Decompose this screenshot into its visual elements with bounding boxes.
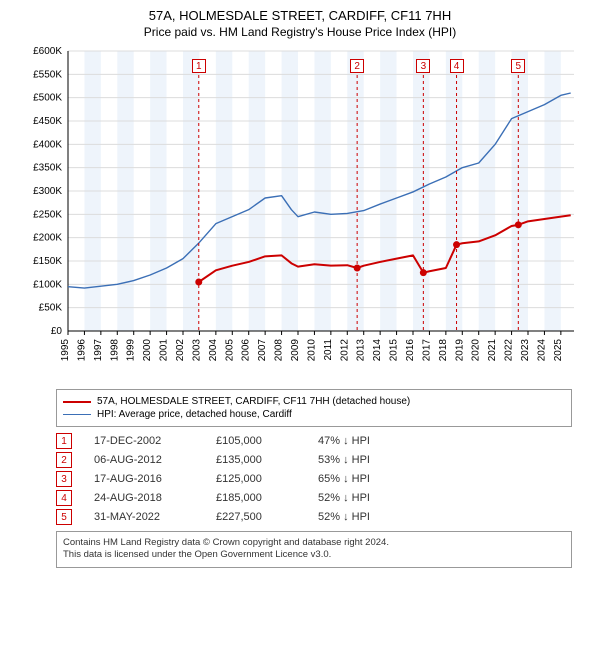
svg-text:2024: 2024 <box>536 339 547 362</box>
title-block: 57A, HOLMESDALE STREET, CARDIFF, CF11 7H… <box>8 8 592 39</box>
svg-text:2007: 2007 <box>257 339 268 362</box>
svg-text:2006: 2006 <box>241 339 252 362</box>
svg-text:2012: 2012 <box>339 339 350 362</box>
transaction-number: 1 <box>56 433 72 449</box>
legend-item: HPI: Average price, detached house, Card… <box>63 409 565 420</box>
footer-line-2: This data is licensed under the Open Gov… <box>63 549 565 561</box>
transaction-date: 06-AUG-2012 <box>94 454 194 466</box>
svg-text:£250K: £250K <box>33 209 62 220</box>
transaction-price: £227,500 <box>216 511 296 523</box>
transaction-hpi: 53% ↓ HPI <box>318 454 408 466</box>
transaction-row: 1 17-DEC-2002 £105,000 47% ↓ HPI <box>56 433 572 449</box>
title-main: 57A, HOLMESDALE STREET, CARDIFF, CF11 7H… <box>8 8 592 23</box>
svg-text:2015: 2015 <box>389 339 400 362</box>
svg-text:£150K: £150K <box>33 256 62 267</box>
transaction-price: £125,000 <box>216 473 296 485</box>
svg-text:2025: 2025 <box>553 339 564 362</box>
svg-text:2008: 2008 <box>274 339 285 362</box>
svg-text:2011: 2011 <box>323 339 334 361</box>
svg-text:£0: £0 <box>51 326 63 337</box>
transaction-number: 2 <box>56 452 72 468</box>
svg-text:1999: 1999 <box>126 339 137 362</box>
svg-text:2003: 2003 <box>191 339 202 362</box>
transaction-date: 31-MAY-2022 <box>94 511 194 523</box>
svg-text:£350K: £350K <box>33 163 62 174</box>
svg-text:2013: 2013 <box>356 339 367 362</box>
svg-text:£550K: £550K <box>33 69 62 80</box>
transaction-price: £185,000 <box>216 492 296 504</box>
svg-text:2010: 2010 <box>306 339 317 362</box>
svg-text:2020: 2020 <box>471 339 482 362</box>
svg-text:1996: 1996 <box>76 339 87 362</box>
footer: Contains HM Land Registry data © Crown c… <box>56 531 572 568</box>
transaction-price: £135,000 <box>216 454 296 466</box>
transaction-hpi: 52% ↓ HPI <box>318 511 408 523</box>
svg-text:£600K: £600K <box>33 46 62 57</box>
svg-text:2019: 2019 <box>454 339 465 362</box>
svg-text:2005: 2005 <box>224 339 235 362</box>
svg-text:1995: 1995 <box>60 339 71 362</box>
svg-text:2022: 2022 <box>504 339 515 362</box>
svg-text:1997: 1997 <box>93 339 104 362</box>
svg-text:2018: 2018 <box>438 339 449 362</box>
svg-text:2016: 2016 <box>405 339 416 362</box>
svg-text:2009: 2009 <box>290 339 301 362</box>
transaction-hpi: 47% ↓ HPI <box>318 435 408 447</box>
svg-text:£500K: £500K <box>33 93 62 104</box>
transaction-number: 3 <box>56 471 72 487</box>
transaction-row: 2 06-AUG-2012 £135,000 53% ↓ HPI <box>56 452 572 468</box>
svg-text:£100K: £100K <box>33 279 62 290</box>
svg-text:£300K: £300K <box>33 186 62 197</box>
svg-text:£200K: £200K <box>33 233 62 244</box>
legend-swatch <box>63 401 91 403</box>
svg-text:£450K: £450K <box>33 116 62 127</box>
legend-item: 57A, HOLMESDALE STREET, CARDIFF, CF11 7H… <box>63 396 565 407</box>
svg-text:2021: 2021 <box>487 339 498 362</box>
sale-marker-2: 2 <box>350 59 364 73</box>
svg-text:2023: 2023 <box>520 339 531 362</box>
svg-text:£50K: £50K <box>39 303 63 314</box>
transaction-hpi: 52% ↓ HPI <box>318 492 408 504</box>
legend-swatch <box>63 414 91 415</box>
figure-container: 57A, HOLMESDALE STREET, CARDIFF, CF11 7H… <box>0 0 600 576</box>
transaction-price: £105,000 <box>216 435 296 447</box>
transaction-number: 4 <box>56 490 72 506</box>
sale-marker-3: 3 <box>416 59 430 73</box>
transaction-date: 17-DEC-2002 <box>94 435 194 447</box>
sale-marker-1: 1 <box>192 59 206 73</box>
transaction-row: 3 17-AUG-2016 £125,000 65% ↓ HPI <box>56 471 572 487</box>
svg-text:£400K: £400K <box>33 139 62 150</box>
svg-text:2001: 2001 <box>159 339 170 362</box>
sale-marker-5: 5 <box>511 59 525 73</box>
svg-text:2014: 2014 <box>372 339 383 362</box>
chart-svg: £0 £50K £100K £150K £200K £250K £300K £350K £400… <box>20 43 580 383</box>
legend-label: 57A, HOLMESDALE STREET, CARDIFF, CF11 7H… <box>97 396 410 407</box>
title-sub: Price paid vs. HM Land Registry's House … <box>8 25 592 39</box>
svg-text:1998: 1998 <box>109 339 120 362</box>
legend-label: HPI: Average price, detached house, Card… <box>97 409 292 420</box>
legend: 57A, HOLMESDALE STREET, CARDIFF, CF11 7H… <box>56 389 572 427</box>
transaction-date: 24-AUG-2018 <box>94 492 194 504</box>
svg-text:2004: 2004 <box>208 339 219 362</box>
transaction-row: 4 24-AUG-2018 £185,000 52% ↓ HPI <box>56 490 572 506</box>
svg-text:2017: 2017 <box>421 339 432 362</box>
footer-line-1: Contains HM Land Registry data © Crown c… <box>63 537 565 549</box>
svg-text:2000: 2000 <box>142 339 153 362</box>
transaction-number: 5 <box>56 509 72 525</box>
transaction-row: 5 31-MAY-2022 £227,500 52% ↓ HPI <box>56 509 572 525</box>
transaction-date: 17-AUG-2016 <box>94 473 194 485</box>
transaction-hpi: 65% ↓ HPI <box>318 473 408 485</box>
sale-marker-4: 4 <box>450 59 464 73</box>
svg-text:2002: 2002 <box>175 339 186 362</box>
transactions-table: 1 17-DEC-2002 £105,000 47% ↓ HPI 2 06-AUG-201… <box>56 433 572 525</box>
chart: £0 £50K £100K £150K £200K £250K £300K £350K £400… <box>20 43 580 383</box>
